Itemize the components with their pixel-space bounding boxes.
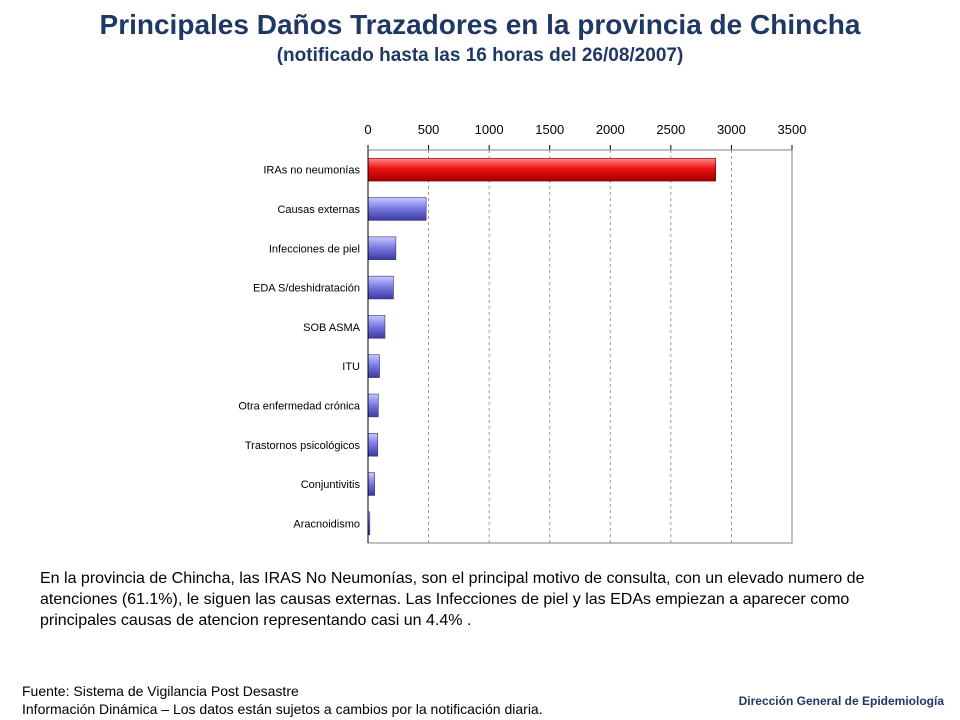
category-label: Aracnoidismo xyxy=(293,518,360,530)
x-tick-label: 2500 xyxy=(656,122,685,137)
category-label: SOB ASMA xyxy=(303,322,361,334)
bar xyxy=(367,433,378,457)
footer-source-line2: Información Dinámica – Los datos están s… xyxy=(22,701,543,717)
footer-source-line1: Fuente: Sistema de Vigilancia Post Desas… xyxy=(22,683,299,699)
page-title: Principales Daños Trazadores en la provi… xyxy=(99,9,861,40)
category-label: IRAs no neumonías xyxy=(263,165,360,177)
category-label: ITU xyxy=(342,361,360,373)
x-tick-label: 3500 xyxy=(778,122,807,137)
category-label: EDA S/deshidratación xyxy=(253,283,360,295)
page-subtitle: (notificado hasta las 16 horas del 26/08… xyxy=(276,45,684,66)
x-tick-label: 3000 xyxy=(717,122,746,137)
title-block: Principales Daños Trazadores en la provi… xyxy=(60,8,900,68)
category-label: Trastornos psicológicos xyxy=(245,440,361,452)
category-label: Infecciones de piel xyxy=(269,243,360,255)
bar xyxy=(367,236,397,260)
category-label: Conjuntivitis xyxy=(301,479,361,491)
x-tick-label: 1000 xyxy=(475,122,504,137)
x-tick-label: 2000 xyxy=(596,122,625,137)
chart-description: En la provincia de Chincha, las IRAS No … xyxy=(40,570,865,629)
footer-source: Fuente: Sistema de Vigilancia Post Desas… xyxy=(22,682,543,718)
x-axis-ticks: 0 500 1000 1500 2000 2500 3000 3500 xyxy=(364,122,806,150)
bar xyxy=(367,275,394,300)
category-label: Causas externas xyxy=(277,204,360,216)
x-tick-label: 1500 xyxy=(535,122,564,137)
gridlines xyxy=(428,150,732,543)
bar xyxy=(367,197,427,221)
plot-frame xyxy=(367,149,793,544)
bar xyxy=(367,393,379,418)
bar xyxy=(367,157,716,182)
bar xyxy=(367,472,375,496)
category-label: Otra enfermedad crónica xyxy=(238,400,361,412)
footer-organization: Dirección General de Epidemiología xyxy=(738,694,944,708)
bar xyxy=(367,354,380,378)
bar xyxy=(367,315,386,339)
x-tick-label: 500 xyxy=(418,122,440,137)
category-labels: IRAs no neumonías Causas externas Infeccio… xyxy=(238,165,361,531)
x-tick-label: 0 xyxy=(364,122,371,137)
bars xyxy=(367,157,716,536)
